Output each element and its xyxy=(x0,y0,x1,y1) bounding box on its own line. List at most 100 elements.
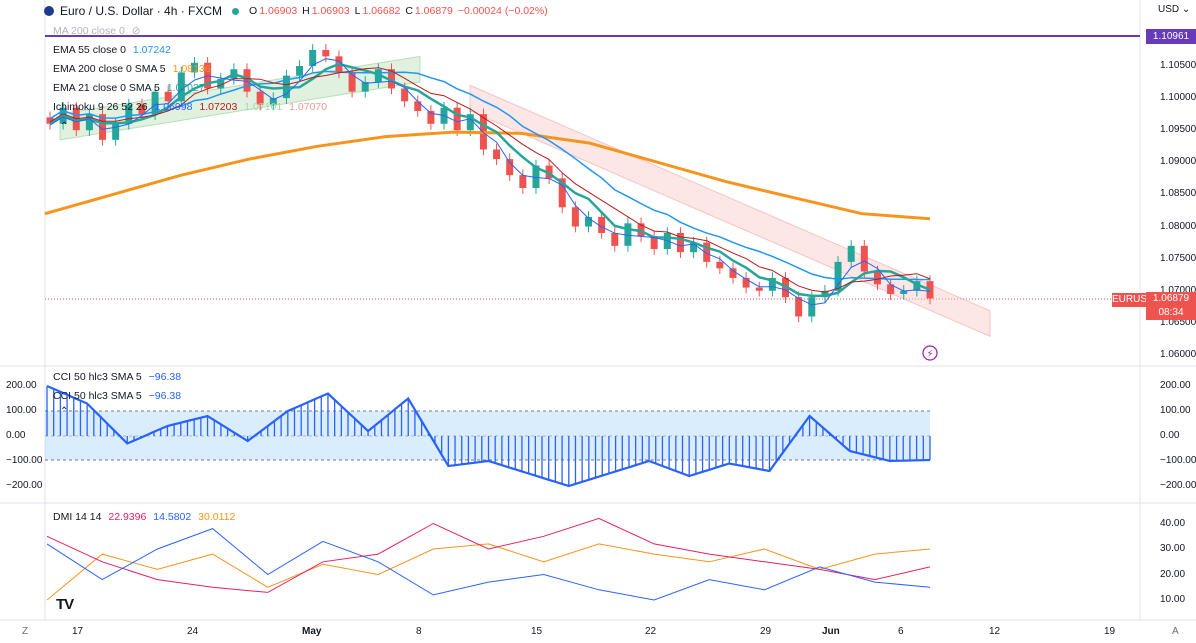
time-axis-label: 8 xyxy=(416,626,422,637)
candle-body[interactable] xyxy=(729,268,737,278)
candle-body[interactable] xyxy=(493,149,501,160)
cci-axis-label: 100.00 xyxy=(1160,405,1191,416)
candle-body[interactable] xyxy=(585,216,593,227)
candle-body[interactable] xyxy=(296,66,304,76)
indicator-name: EMA 200 close 0 SMA 5 xyxy=(53,63,166,75)
candle-body[interactable] xyxy=(624,223,632,246)
dmi-pane[interactable] xyxy=(46,517,931,601)
visibility-off-icon[interactable]: ⊘ xyxy=(131,25,141,37)
legend-ema200[interactable]: EMA 200 close 0 SMA 5 1.08136 xyxy=(53,62,215,76)
legend-ichimoku[interactable]: Ichimoku 9 26 52 26 1.06998 1.07203 1.07… xyxy=(53,100,331,114)
candle-body[interactable] xyxy=(847,245,855,262)
price-axis-label: 1.07000 xyxy=(1160,284,1196,296)
candle-body[interactable] xyxy=(46,117,54,124)
time-axis-label: Jun xyxy=(822,626,840,637)
candle-body[interactable] xyxy=(716,261,724,269)
close-label: C xyxy=(405,5,413,17)
candle-body[interactable] xyxy=(571,207,579,227)
candle-body[interactable] xyxy=(427,110,435,124)
collapse-legend-icon[interactable]: ⌃ xyxy=(60,121,69,132)
countdown-tag: 08:34 xyxy=(1146,306,1196,320)
line-level-tag: 1.10961 xyxy=(1146,29,1196,44)
currency-selector[interactable]: USD ⌄ xyxy=(1158,4,1190,15)
candle-body[interactable] xyxy=(690,242,698,253)
candle-body[interactable] xyxy=(217,78,225,89)
candle-body[interactable] xyxy=(755,287,763,291)
candle-body[interactable] xyxy=(558,178,566,208)
legend-ema21[interactable]: EMA 21 close 0 SMA 5 1.07027 xyxy=(53,81,209,95)
indicator-name: CCI 50 hlc3 SMA 5 xyxy=(53,390,142,402)
auto-scale-button[interactable]: A xyxy=(1172,626,1179,637)
symbol-title[interactable]: Euro / U.S. Dollar · 4h · FXCM xyxy=(60,4,223,18)
symbol-legend[interactable]: Euro / U.S. Dollar · 4h · FXCM O 1.06903 … xyxy=(44,4,550,18)
ema-55-line xyxy=(49,70,931,281)
candle-body[interactable] xyxy=(125,104,133,124)
candle-body[interactable] xyxy=(926,281,934,299)
ema-200-line xyxy=(44,130,931,221)
candle-body[interactable] xyxy=(138,104,146,115)
candle-body[interactable] xyxy=(532,165,540,189)
candle-body[interactable] xyxy=(387,69,395,89)
candle-body[interactable] xyxy=(243,69,251,92)
candle-body[interactable] xyxy=(401,88,409,102)
high-value: 1.06903 xyxy=(311,5,350,17)
candle-body[interactable] xyxy=(190,62,198,73)
cci-pane[interactable] xyxy=(45,384,931,488)
candle-body[interactable] xyxy=(99,114,107,140)
dmi-axis-label: 10.00 xyxy=(1160,594,1186,605)
cci-line xyxy=(46,384,931,488)
candle-body[interactable] xyxy=(177,72,185,102)
tradingview-logo[interactable]: TV xyxy=(56,596,74,613)
ichimoku-base-line xyxy=(49,67,931,293)
price-axis-label: 1.09000 xyxy=(1160,156,1196,168)
candle-body[interactable] xyxy=(453,107,461,131)
candle-body[interactable] xyxy=(768,277,776,291)
collapse-legend-icon[interactable]: ⌃ xyxy=(60,406,69,417)
candle-body[interactable] xyxy=(256,91,264,105)
candle-body[interactable] xyxy=(795,297,803,317)
candle-body[interactable] xyxy=(676,232,684,253)
candle-body[interactable] xyxy=(151,91,159,115)
candle-body[interactable] xyxy=(85,114,93,131)
candle-body[interactable] xyxy=(637,223,645,237)
candle-body[interactable] xyxy=(703,242,711,262)
legend-dmi[interactable]: DMI 14 14 22.9396 14.5802 30.0112 xyxy=(53,510,239,524)
legend-cci-2[interactable]: CCI 50 hlc3 SMA 5 −96.38 xyxy=(53,389,185,403)
candle-body[interactable] xyxy=(887,284,895,294)
dmi-plus-line xyxy=(46,517,931,593)
event-flag-icon[interactable] xyxy=(922,345,938,361)
candle-body[interactable] xyxy=(164,91,172,102)
time-axis-label: 15 xyxy=(531,626,543,637)
currency-label: USD xyxy=(1158,4,1180,15)
indicator-name: MA 200 close 0 xyxy=(53,25,125,37)
candle-body[interactable] xyxy=(913,281,921,291)
legend-cci-1[interactable]: CCI 50 hlc3 SMA 5 −96.38 xyxy=(53,370,185,384)
candle-body[interactable] xyxy=(742,277,750,288)
legend-ma200[interactable]: MA 200 close 0 ⊘ xyxy=(53,24,145,38)
candle-body[interactable] xyxy=(414,101,422,111)
candle-body[interactable] xyxy=(322,49,330,57)
legend-ema55[interactable]: EMA 55 close 0 1.07242 xyxy=(53,43,175,57)
price-axis-label: 1.10500 xyxy=(1160,60,1196,71)
price-pane[interactable]: ⚡ xyxy=(44,35,1140,361)
candle-body[interactable] xyxy=(519,175,527,189)
candle-body[interactable] xyxy=(112,123,120,140)
zoom-button[interactable]: Z xyxy=(22,626,29,637)
candle-body[interactable] xyxy=(650,236,658,250)
candle-body[interactable] xyxy=(808,297,816,317)
candle-body[interactable] xyxy=(598,216,606,233)
cci-axis-label: 100.00 xyxy=(6,405,37,416)
candle-body[interactable] xyxy=(466,114,474,131)
candle-body[interactable] xyxy=(269,98,277,105)
candle-body[interactable] xyxy=(821,290,829,298)
candle-body[interactable] xyxy=(506,159,514,176)
candle-body[interactable] xyxy=(309,49,317,66)
candle-body[interactable] xyxy=(611,232,619,246)
candle-body[interactable] xyxy=(834,261,842,291)
candle-body[interactable] xyxy=(900,290,908,294)
ichimoku-cloud xyxy=(469,84,991,338)
candle-body[interactable] xyxy=(361,82,369,92)
candle-body[interactable] xyxy=(348,72,356,92)
candle-body[interactable] xyxy=(860,245,868,272)
